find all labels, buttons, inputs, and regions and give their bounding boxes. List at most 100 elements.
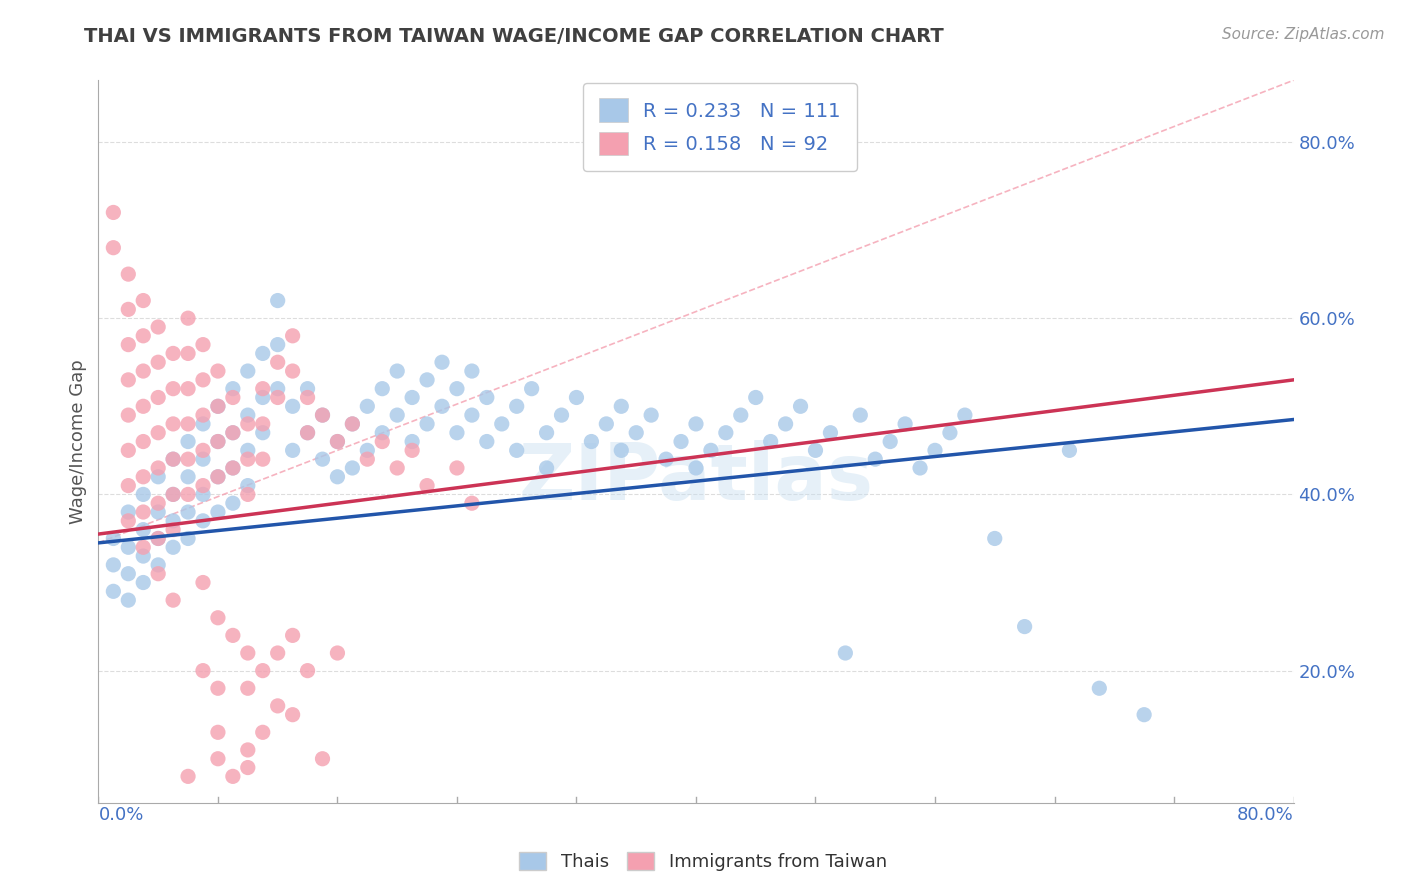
- Point: [103, 558, 125, 572]
- Point: [236, 760, 259, 774]
- Point: [148, 320, 170, 334]
- Point: [685, 417, 707, 431]
- Point: [939, 425, 962, 440]
- Point: [446, 382, 468, 396]
- Point: [267, 646, 290, 660]
- Point: [191, 575, 214, 590]
- Point: [162, 523, 184, 537]
- Point: [775, 417, 797, 431]
- Point: [356, 443, 378, 458]
- Point: [117, 478, 139, 492]
- Point: [236, 364, 259, 378]
- Point: [326, 646, 349, 660]
- Point: [177, 417, 200, 431]
- Point: [132, 523, 155, 537]
- Point: [281, 707, 304, 722]
- Point: [311, 752, 333, 766]
- Point: [148, 532, 170, 546]
- Point: [162, 382, 184, 396]
- Point: [401, 434, 423, 449]
- Point: [177, 346, 200, 360]
- Point: [326, 434, 349, 449]
- Point: [191, 408, 214, 422]
- Point: [252, 452, 274, 467]
- Point: [281, 364, 304, 378]
- Legend: R = 0.233   N = 111, R = 0.158   N = 92: R = 0.233 N = 111, R = 0.158 N = 92: [583, 83, 856, 171]
- Point: [401, 443, 423, 458]
- Point: [117, 566, 139, 581]
- Point: [162, 593, 184, 607]
- Point: [177, 470, 200, 484]
- Point: [685, 461, 707, 475]
- Point: [789, 399, 811, 413]
- Point: [148, 355, 170, 369]
- Point: [1059, 443, 1081, 458]
- Text: Source: ZipAtlas.com: Source: ZipAtlas.com: [1222, 27, 1385, 42]
- Point: [550, 408, 572, 422]
- Legend: Thais, Immigrants from Taiwan: Thais, Immigrants from Taiwan: [512, 845, 894, 879]
- Point: [103, 584, 125, 599]
- Point: [177, 505, 200, 519]
- Point: [446, 425, 468, 440]
- Point: [162, 487, 184, 501]
- Point: [461, 408, 484, 422]
- Point: [879, 434, 901, 449]
- Point: [640, 408, 662, 422]
- Point: [191, 664, 214, 678]
- Point: [117, 541, 139, 555]
- Point: [610, 443, 633, 458]
- Point: [281, 443, 304, 458]
- Point: [132, 434, 155, 449]
- Point: [834, 646, 856, 660]
- Point: [222, 769, 245, 783]
- Point: [430, 399, 453, 413]
- Point: [267, 293, 290, 308]
- Point: [148, 425, 170, 440]
- Point: [207, 725, 229, 739]
- Point: [177, 487, 200, 501]
- Point: [191, 337, 214, 351]
- Point: [267, 698, 290, 713]
- Point: [132, 505, 155, 519]
- Point: [132, 470, 155, 484]
- Point: [520, 382, 543, 396]
- Point: [103, 532, 125, 546]
- Point: [311, 452, 333, 467]
- Point: [326, 434, 349, 449]
- Point: [132, 541, 155, 555]
- Point: [177, 311, 200, 326]
- Point: [236, 478, 259, 492]
- Point: [162, 487, 184, 501]
- Point: [536, 425, 558, 440]
- Point: [117, 373, 139, 387]
- Point: [148, 470, 170, 484]
- Point: [207, 505, 229, 519]
- Point: [267, 391, 290, 405]
- Point: [148, 496, 170, 510]
- Point: [311, 408, 333, 422]
- Point: [745, 391, 768, 405]
- Point: [132, 293, 155, 308]
- Point: [117, 302, 139, 317]
- Point: [236, 452, 259, 467]
- Point: [385, 408, 409, 422]
- Point: [356, 399, 378, 413]
- Point: [297, 391, 319, 405]
- Point: [222, 628, 245, 642]
- Point: [281, 328, 304, 343]
- Point: [207, 399, 229, 413]
- Point: [894, 417, 917, 431]
- Point: [416, 478, 439, 492]
- Point: [281, 399, 304, 413]
- Point: [117, 337, 139, 351]
- Point: [236, 443, 259, 458]
- Point: [148, 391, 170, 405]
- Point: [281, 628, 304, 642]
- Point: [207, 434, 229, 449]
- Point: [207, 399, 229, 413]
- Point: [610, 399, 633, 413]
- Point: [162, 452, 184, 467]
- Point: [207, 681, 229, 696]
- Point: [342, 417, 364, 431]
- Point: [252, 346, 274, 360]
